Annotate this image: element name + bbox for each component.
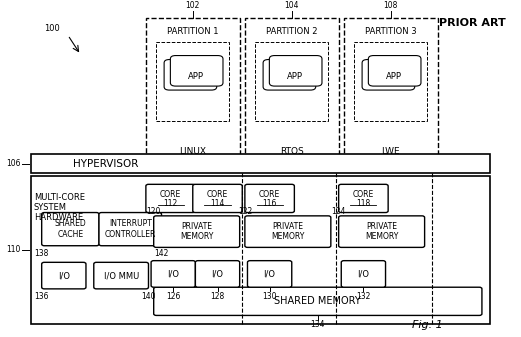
Text: LWE: LWE bbox=[381, 147, 400, 156]
Text: LINUX: LINUX bbox=[179, 147, 206, 156]
Text: CORE: CORE bbox=[160, 190, 181, 199]
FancyBboxPatch shape bbox=[368, 56, 421, 86]
Text: 128: 128 bbox=[210, 292, 225, 301]
Text: PARTITION 1: PARTITION 1 bbox=[167, 27, 218, 36]
FancyBboxPatch shape bbox=[154, 216, 240, 247]
FancyBboxPatch shape bbox=[245, 216, 331, 247]
Text: 108: 108 bbox=[383, 1, 398, 10]
Text: APP: APP bbox=[287, 72, 303, 81]
FancyBboxPatch shape bbox=[339, 184, 388, 213]
FancyBboxPatch shape bbox=[146, 19, 240, 164]
Text: APP: APP bbox=[386, 72, 402, 81]
FancyBboxPatch shape bbox=[151, 261, 195, 287]
Text: I/O: I/O bbox=[212, 270, 224, 278]
Text: 132: 132 bbox=[356, 292, 370, 301]
FancyBboxPatch shape bbox=[42, 262, 86, 289]
Text: APP: APP bbox=[188, 72, 204, 81]
FancyBboxPatch shape bbox=[341, 261, 386, 287]
FancyBboxPatch shape bbox=[344, 19, 438, 164]
Text: 106: 106 bbox=[6, 159, 21, 168]
Text: PARTITION 2: PARTITION 2 bbox=[266, 27, 317, 36]
FancyBboxPatch shape bbox=[269, 56, 322, 86]
Text: 102: 102 bbox=[185, 1, 200, 10]
Text: 112: 112 bbox=[164, 199, 178, 208]
Text: 110: 110 bbox=[6, 245, 21, 254]
Text: 114: 114 bbox=[210, 199, 225, 208]
Text: SHARED MEMORY: SHARED MEMORY bbox=[275, 296, 361, 306]
FancyBboxPatch shape bbox=[170, 56, 223, 86]
Text: 140: 140 bbox=[141, 292, 156, 301]
Text: HYPERVISOR: HYPERVISOR bbox=[73, 159, 138, 168]
FancyBboxPatch shape bbox=[31, 176, 490, 324]
FancyBboxPatch shape bbox=[99, 213, 162, 246]
FancyBboxPatch shape bbox=[255, 41, 328, 121]
FancyBboxPatch shape bbox=[354, 41, 427, 121]
Text: 122: 122 bbox=[238, 207, 252, 216]
FancyBboxPatch shape bbox=[245, 184, 294, 213]
FancyBboxPatch shape bbox=[263, 60, 316, 90]
Text: RTOS: RTOS bbox=[280, 147, 304, 156]
FancyBboxPatch shape bbox=[362, 60, 415, 90]
FancyBboxPatch shape bbox=[31, 154, 490, 173]
Text: 104: 104 bbox=[284, 1, 299, 10]
Text: PRIVATE
MEMORY: PRIVATE MEMORY bbox=[365, 222, 399, 241]
Text: PRIOR ART: PRIOR ART bbox=[439, 19, 505, 28]
Text: 124: 124 bbox=[331, 207, 346, 216]
FancyBboxPatch shape bbox=[245, 19, 339, 164]
Text: INTERRUPT
CONTROLLER: INTERRUPT CONTROLLER bbox=[105, 219, 156, 239]
Text: CORE: CORE bbox=[259, 190, 280, 199]
Text: I/O: I/O bbox=[58, 271, 70, 280]
Text: 116: 116 bbox=[263, 199, 277, 208]
Text: 136: 136 bbox=[34, 292, 49, 301]
Text: CORE: CORE bbox=[207, 190, 228, 199]
Text: I/O: I/O bbox=[167, 270, 179, 278]
Text: PRIVATE
MEMORY: PRIVATE MEMORY bbox=[180, 222, 214, 241]
FancyBboxPatch shape bbox=[146, 184, 195, 213]
Text: 100: 100 bbox=[44, 24, 60, 33]
Text: I/O: I/O bbox=[264, 270, 276, 278]
FancyBboxPatch shape bbox=[193, 184, 242, 213]
FancyBboxPatch shape bbox=[339, 216, 425, 247]
Text: 118: 118 bbox=[356, 199, 370, 208]
Text: I/O: I/O bbox=[357, 270, 369, 278]
Text: 134: 134 bbox=[311, 320, 325, 329]
Text: 130: 130 bbox=[263, 292, 277, 301]
Text: 126: 126 bbox=[166, 292, 180, 301]
Text: I/O MMU: I/O MMU bbox=[104, 271, 139, 280]
Text: CORE: CORE bbox=[353, 190, 374, 199]
FancyBboxPatch shape bbox=[164, 60, 217, 90]
Text: 142: 142 bbox=[154, 249, 169, 258]
Text: SHARED
CACHE: SHARED CACHE bbox=[55, 219, 86, 239]
Text: MULTI-CORE
SYSTEM
HARDWARE: MULTI-CORE SYSTEM HARDWARE bbox=[34, 193, 85, 222]
FancyBboxPatch shape bbox=[195, 261, 240, 287]
Text: 120: 120 bbox=[146, 207, 161, 216]
FancyBboxPatch shape bbox=[94, 262, 148, 289]
Text: 138: 138 bbox=[34, 249, 49, 258]
FancyBboxPatch shape bbox=[42, 213, 99, 246]
FancyBboxPatch shape bbox=[156, 41, 229, 121]
Text: PARTITION 3: PARTITION 3 bbox=[365, 27, 417, 36]
Text: PRIVATE
MEMORY: PRIVATE MEMORY bbox=[271, 222, 305, 241]
FancyBboxPatch shape bbox=[154, 287, 482, 315]
FancyBboxPatch shape bbox=[247, 261, 292, 287]
Text: Fig. 1: Fig. 1 bbox=[412, 320, 443, 330]
